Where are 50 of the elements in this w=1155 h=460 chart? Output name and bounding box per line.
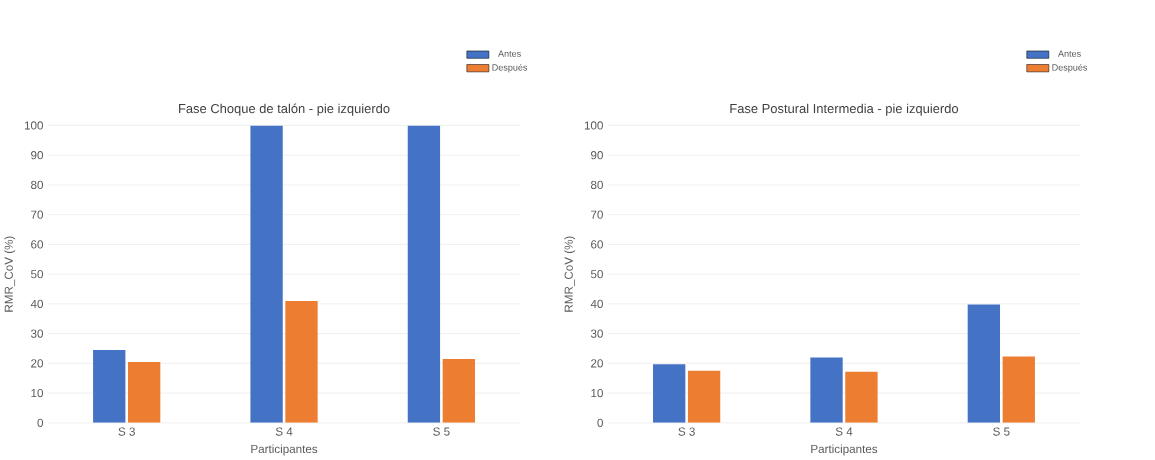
x-tick-label: S 4 — [275, 427, 293, 436]
y-tick-label: 30 — [30, 329, 44, 338]
bar — [967, 304, 1001, 423]
y-tick-label: 70 — [31, 210, 44, 219]
y-tick-label: 20 — [591, 359, 603, 368]
bar — [250, 125, 283, 423]
legend-label: Antes — [1058, 50, 1081, 57]
y-tick-label: 40 — [590, 299, 603, 309]
y-axis-title: RMR_CoV (%) — [4, 236, 16, 312]
y-tick-label: 100 — [24, 121, 44, 130]
y-tick-label: 20 — [31, 359, 44, 368]
legend-label: Antes — [498, 50, 521, 57]
y-tick-label: 10 — [31, 389, 44, 398]
y-tick-label: 60 — [31, 240, 44, 249]
legend-label: Después — [492, 64, 528, 73]
bar — [1002, 356, 1035, 423]
chart-title: Fase Postural Intermedia - pie izquierdo — [730, 103, 959, 116]
y-tick-label: 10 — [591, 389, 603, 398]
chart-title: Fase Choque de talón - pie izquierdo — [179, 103, 390, 116]
x-tick-label: S 4 — [835, 427, 853, 436]
bar — [845, 371, 878, 423]
x-axis-title: Participantes — [811, 444, 878, 456]
y-tick-label: 80 — [31, 180, 44, 190]
y-tick-label: 30 — [590, 329, 603, 338]
x-tick-label: S 3 — [118, 427, 135, 436]
legend-label: Después — [1052, 64, 1088, 73]
bar — [285, 301, 318, 423]
bar — [407, 125, 441, 423]
x-tick-label: S 5 — [993, 427, 1010, 436]
y-tick-label: 50 — [30, 270, 44, 279]
bar — [128, 362, 161, 423]
y-tick-label: 90 — [31, 151, 44, 160]
y-tick-label: 90 — [591, 151, 603, 160]
y-tick-label: 80 — [590, 180, 603, 190]
y-tick-label: 70 — [591, 210, 603, 219]
x-tick-label: S 3 — [678, 427, 695, 436]
bar — [653, 364, 686, 423]
y-tick-label: 50 — [590, 270, 603, 279]
bar — [93, 350, 126, 423]
y-tick-label: 0 — [597, 418, 603, 428]
x-axis-title: Participantes — [251, 444, 318, 456]
y-tick-label: 60 — [591, 240, 603, 249]
y-axis-title: RMR_CoV (%) — [564, 236, 576, 312]
bar — [810, 357, 843, 423]
y-tick-label: 100 — [584, 121, 603, 130]
x-tick-label: S 5 — [433, 427, 450, 436]
bar — [442, 359, 475, 423]
bar — [687, 370, 721, 423]
y-tick-label: 40 — [30, 299, 44, 309]
y-tick-label: 0 — [37, 418, 44, 428]
